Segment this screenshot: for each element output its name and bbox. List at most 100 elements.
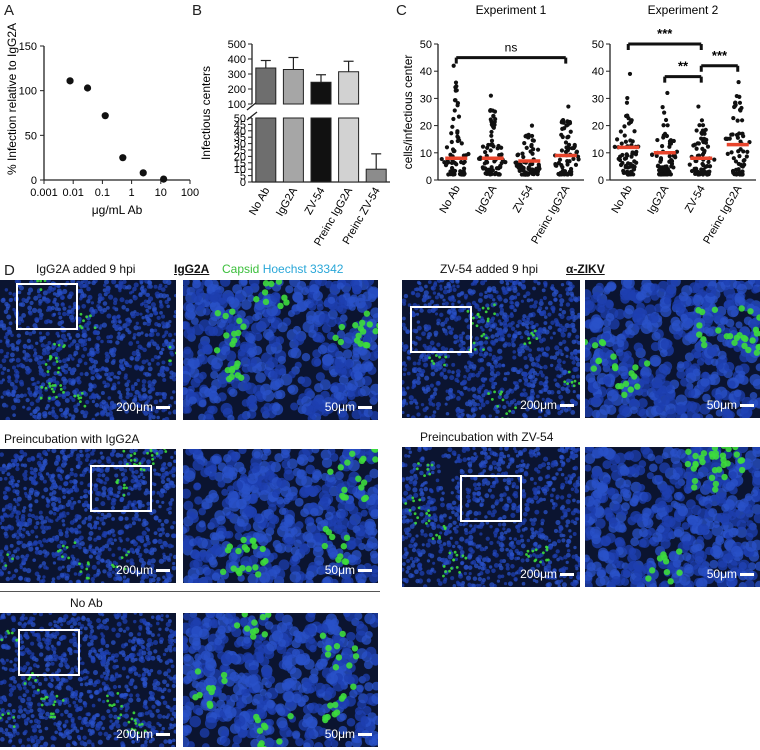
y-tick-label: 400 [228, 54, 246, 66]
y-tick-label: 300 [228, 69, 246, 81]
data-point [696, 141, 701, 146]
y-tick-label: 25 [234, 145, 246, 157]
bar [365, 168, 387, 183]
micrograph-right-top: 200μm [402, 280, 580, 418]
data-point [496, 172, 501, 177]
data-point [483, 150, 488, 155]
micrograph-texture [585, 280, 760, 418]
x-tick-label: No Ab [247, 186, 272, 218]
scale-bar-200: 200μm [116, 400, 170, 414]
y-tick-label: 15 [234, 158, 246, 170]
y-tick-label: 10 [234, 164, 246, 176]
y-tick-label: 0 [598, 175, 604, 187]
x-tick-label: IgG2A [473, 183, 499, 217]
data-point [574, 149, 580, 154]
data-point [532, 168, 537, 173]
left-bottom-label: No Ab [70, 596, 103, 610]
data-point [101, 112, 109, 120]
y-tick-label: 20 [420, 121, 432, 133]
data-point [488, 117, 493, 122]
data-point [735, 135, 740, 140]
y-tick-label: 5 [240, 171, 246, 183]
left-top-label: IgG2A added 9 hpi [36, 262, 136, 276]
data-point [691, 143, 696, 148]
bar-lower [310, 117, 332, 183]
data-point [622, 156, 628, 161]
data-point [737, 100, 743, 105]
data-point [663, 117, 669, 123]
y-tick-label: 100 [19, 86, 37, 98]
data-point [449, 131, 454, 136]
data-point [535, 147, 541, 152]
data-point [620, 160, 625, 166]
bar-upper [282, 69, 304, 105]
data-point [519, 172, 524, 177]
data-point [566, 142, 572, 147]
data-point [622, 133, 627, 138]
data-point [705, 164, 710, 169]
micrograph-right-mid-zoom: 50μm [585, 447, 760, 587]
data-point [673, 155, 678, 160]
inset-box [460, 475, 522, 522]
data-point [631, 167, 637, 172]
data-point [696, 104, 701, 109]
data-point [449, 171, 455, 176]
data-point [727, 136, 732, 141]
data-point [740, 131, 745, 136]
data-point [662, 165, 667, 170]
data-point [736, 149, 741, 154]
x-tick-label: 0.01 [62, 187, 83, 199]
micrograph-texture [183, 613, 378, 747]
data-point [621, 170, 626, 176]
data-point [525, 172, 530, 177]
data-point [559, 120, 564, 125]
data-point [667, 144, 672, 149]
micrograph-right-mid: 200μm [402, 447, 580, 587]
x-tick-label: Preinc IgG2A [701, 183, 744, 246]
data-point [628, 162, 633, 167]
data-point [453, 80, 459, 85]
plot-title: Experiment 2 [648, 3, 719, 17]
data-point [735, 118, 740, 123]
micrograph-texture [0, 613, 176, 747]
data-point [530, 138, 535, 143]
data-point [492, 119, 497, 125]
data-point [694, 146, 699, 151]
y-axis-label: % Infection relative to IgG2A [5, 23, 19, 175]
data-point [454, 88, 459, 93]
data-point [737, 94, 742, 99]
data-point [455, 130, 460, 135]
x-tick-label: 0.001 [30, 187, 58, 199]
data-point [660, 105, 665, 110]
data-point [701, 139, 706, 144]
y-tick-label: 50 [25, 130, 37, 142]
data-point [612, 144, 617, 149]
data-point [628, 170, 633, 175]
inset-box [410, 306, 472, 353]
data-point [738, 108, 743, 113]
data-point [488, 93, 494, 98]
data-point [736, 167, 741, 172]
x-tick-label: No Ab [609, 184, 634, 216]
data-point [729, 150, 734, 155]
data-point [499, 145, 504, 150]
data-point [449, 139, 454, 145]
scale-bar-50: 50μm [325, 727, 372, 741]
divider-line [0, 591, 380, 592]
data-point [516, 152, 521, 157]
right-mid-label: Preincubation with ZV-54 [420, 430, 554, 444]
data-point [744, 154, 749, 159]
data-point [575, 154, 581, 159]
y-tick-label: 20 [592, 121, 604, 133]
data-point [450, 124, 455, 129]
x-tick-label: No Ab [437, 184, 462, 216]
data-point [689, 168, 695, 174]
data-point [488, 148, 493, 153]
x-tick-label: 100 [181, 187, 199, 199]
data-point [625, 95, 630, 101]
data-point [530, 151, 535, 156]
data-point [481, 166, 486, 171]
data-point [455, 103, 460, 108]
